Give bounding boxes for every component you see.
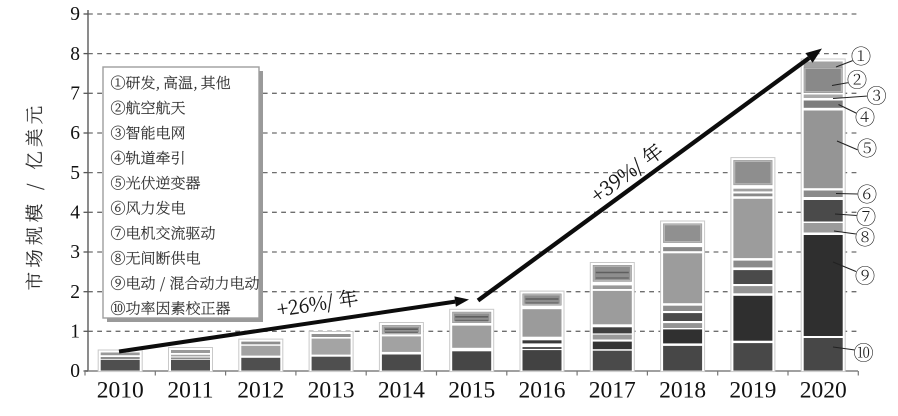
svg-text:2015: 2015 <box>448 378 495 404</box>
svg-text:7: 7 <box>70 84 80 105</box>
svg-text:2020: 2020 <box>800 378 847 404</box>
svg-text:2018: 2018 <box>659 378 706 404</box>
svg-text:2019: 2019 <box>729 378 776 404</box>
svg-text:0: 0 <box>70 361 80 382</box>
svg-text:2014: 2014 <box>378 378 425 404</box>
svg-text:9: 9 <box>70 4 80 25</box>
svg-text:2017: 2017 <box>589 378 636 404</box>
svg-text:2011: 2011 <box>167 378 213 404</box>
svg-text:6: 6 <box>70 123 80 144</box>
svg-text:2010: 2010 <box>97 378 144 404</box>
svg-text:8: 8 <box>70 44 80 65</box>
svg-text:1: 1 <box>70 322 80 343</box>
svg-text:5: 5 <box>70 163 80 184</box>
svg-text:2016: 2016 <box>519 378 566 404</box>
svg-text:2012: 2012 <box>237 378 284 404</box>
svg-text:4: 4 <box>70 203 80 224</box>
svg-text:2: 2 <box>70 282 80 303</box>
svg-text:2013: 2013 <box>308 378 355 404</box>
svg-text:3: 3 <box>70 242 80 263</box>
